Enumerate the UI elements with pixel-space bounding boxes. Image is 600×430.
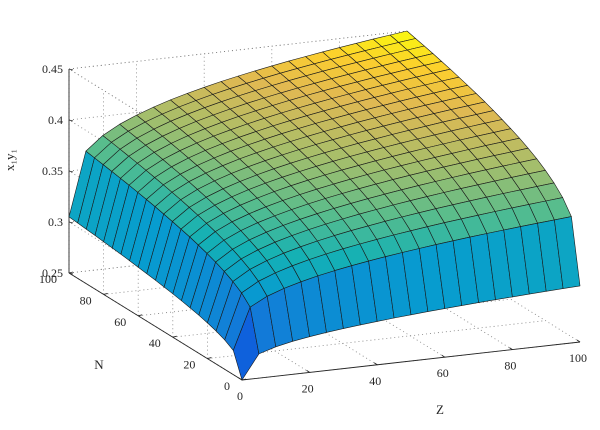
x-tick (238, 377, 243, 381)
x-tick-label: 100 (569, 351, 587, 365)
y-tick (207, 357, 212, 360)
x-tick-label: 80 (504, 359, 516, 373)
x-tick-label: 0 (237, 389, 243, 403)
grid-line (103, 256, 442, 295)
x-tick-label: 40 (369, 374, 381, 388)
y-tick-label: 80 (80, 293, 92, 307)
x-axis-line (241, 341, 581, 381)
z-tick-label: 0.45 (42, 62, 63, 76)
z-tick (68, 170, 74, 173)
z-tick (68, 119, 74, 122)
x-tick-label: 60 (437, 366, 449, 380)
y-axis-label: N (94, 357, 104, 372)
z-axis-label: x₁y₁ (2, 149, 17, 171)
y-tick (103, 292, 108, 295)
z-tick (68, 272, 74, 275)
x-tick (576, 339, 581, 343)
grid-line (68, 234, 408, 274)
z-tick (68, 68, 74, 71)
y-tick (172, 335, 177, 338)
z-tick-label: 0.4 (48, 113, 63, 127)
x-axis-label: Z (436, 402, 444, 417)
grid-line (207, 320, 546, 359)
y-tick-label: 20 (183, 358, 195, 372)
surface-patch (554, 216, 581, 289)
z-tick-label: 0.3 (48, 215, 63, 229)
y-tick-label: 60 (114, 315, 126, 329)
surface-mesh (68, 30, 581, 381)
grid-line (68, 81, 408, 121)
y-tick-label: 100 (39, 272, 57, 286)
z-tick-label: 0.25 (42, 266, 63, 280)
y-tick (138, 314, 143, 317)
y-tick-label: 0 (224, 379, 230, 393)
x-tick-label: 20 (302, 381, 314, 395)
x-tick (306, 370, 310, 373)
x-tick (373, 362, 378, 366)
x-tick (441, 354, 446, 358)
z-tick-label: 0.35 (42, 164, 63, 178)
x-tick (509, 347, 513, 350)
box-edge (68, 30, 408, 70)
axis-ticks: 0204060801000204060801000.250.30.350.40.… (39, 62, 587, 403)
z-tick (68, 221, 74, 224)
y-axis-line (68, 272, 243, 381)
y-tick (241, 378, 247, 381)
y-tick-label: 40 (149, 336, 161, 350)
